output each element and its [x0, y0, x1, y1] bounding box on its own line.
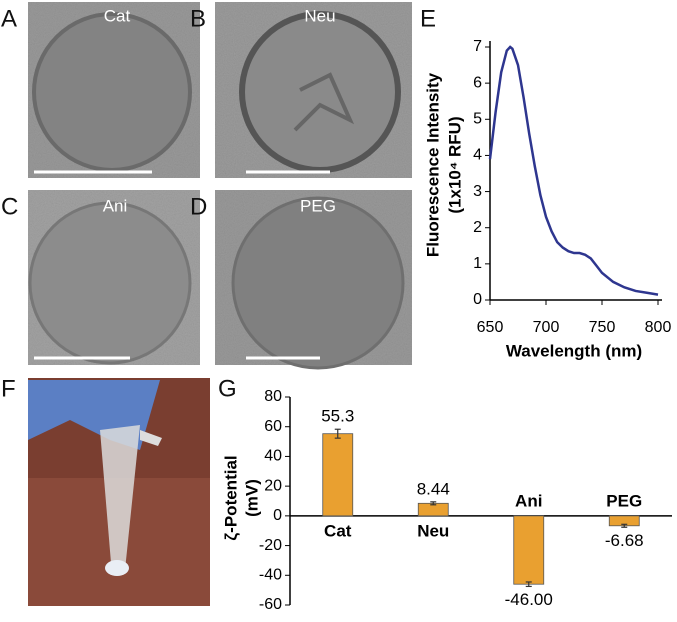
- y-tick-label: 0: [273, 507, 282, 524]
- y-axis-label: (mV): [242, 479, 261, 517]
- bar: [322, 433, 354, 517]
- value-label: 8.44: [417, 479, 450, 498]
- y-tick-label: -40: [259, 567, 282, 584]
- y-tick-label: 4: [473, 147, 482, 164]
- micrograph-d: [215, 190, 412, 370]
- category-label: Neu: [417, 521, 449, 540]
- image-label: Ani: [103, 196, 128, 215]
- y-tick-label: 7: [473, 38, 482, 55]
- y-tick-label: 2: [473, 219, 482, 236]
- value-label: -6.68: [605, 531, 644, 550]
- y-axis-label: (1x10⁴ RFU): [445, 116, 464, 213]
- panel-letter: D: [190, 193, 207, 220]
- y-axis-label: Fluorescence Intensity: [423, 72, 442, 257]
- error-bar: [525, 581, 532, 588]
- panel-letter: A: [1, 5, 17, 32]
- image-label: Cat: [104, 6, 131, 25]
- error-bar: [430, 501, 437, 506]
- panel-letter: B: [190, 5, 206, 32]
- x-tick-label: 650: [477, 319, 504, 336]
- y-tick-label: 6: [473, 74, 482, 91]
- x-tick-label: 800: [645, 319, 672, 336]
- x-tick-label: 700: [533, 319, 560, 336]
- micrograph-a: [28, 2, 200, 178]
- value-label: 55.3: [321, 407, 354, 426]
- y-tick-label: 20: [264, 477, 282, 494]
- error-bar: [334, 428, 341, 439]
- y-tick-label: -20: [259, 537, 282, 554]
- y-tick-label: 1: [473, 255, 482, 272]
- y-tick-label: 80: [264, 388, 282, 405]
- y-tick-label: -60: [259, 596, 282, 613]
- panel-letter: F: [1, 375, 16, 402]
- y-tick-label: 3: [473, 183, 482, 200]
- y-tick-label: 40: [264, 448, 282, 465]
- image-label: PEG: [300, 196, 336, 215]
- y-tick-label: 60: [264, 418, 282, 435]
- panel-letter: C: [1, 193, 18, 220]
- panel-letter: E: [420, 5, 436, 32]
- photo-f: [28, 378, 210, 606]
- micrograph-b: [215, 2, 412, 178]
- image-label: Neu: [304, 6, 335, 25]
- y-axis-label: ζ-Potential: [221, 455, 240, 540]
- micrograph-c: [28, 190, 200, 365]
- panel-letter: G: [218, 375, 237, 402]
- value-label: -46.00: [505, 590, 553, 609]
- line: [488, 45, 659, 296]
- x-axis-label: Wavelength (nm): [506, 341, 642, 360]
- category-label: PEG: [606, 491, 642, 510]
- bar: [513, 515, 545, 585]
- category-label: Ani: [515, 491, 542, 510]
- category-label: Cat: [324, 521, 352, 540]
- y-tick-label: 0: [473, 291, 482, 308]
- x-tick-label: 750: [589, 319, 616, 336]
- y-tick-label: 5: [473, 111, 482, 128]
- error-bar: [621, 523, 628, 528]
